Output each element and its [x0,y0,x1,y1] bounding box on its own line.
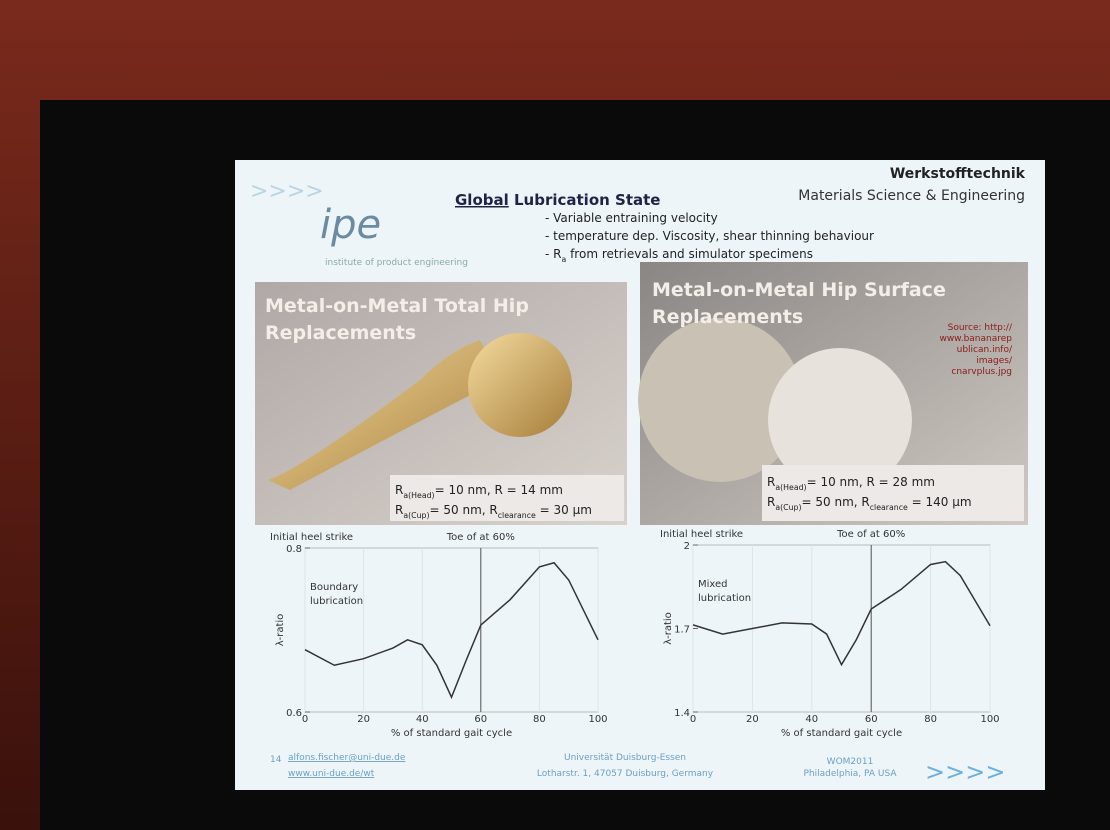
logo: ipe [320,202,381,248]
text-line: - Variable entraining velocity [545,211,718,225]
website[interactable]: www.uni-due.de/wt [288,769,375,779]
x-tick-label: 100 [588,714,607,725]
y-axis-label: λ-ratio [663,612,674,645]
x-tick-label: 20 [746,714,759,725]
text-part: - temperature dep. Viscosity, shear thin… [545,229,874,243]
image-source: ublican.info/ [957,345,1013,355]
university: Universität Duisburg-Essen [564,753,686,763]
department: Werkstofftechnik [890,166,1026,182]
annotation: Initial heel strike [660,529,743,540]
text-part: R [395,503,403,517]
image-source: www.bananarep [939,334,1012,344]
y-tick-label: 1.4 [674,708,690,719]
x-tick-label: 0 [302,714,308,725]
x-axis-label: % of standard gait cycle [781,728,902,739]
annotation: Toe of at 60% [836,529,905,540]
x-tick-label: 80 [924,714,937,725]
text-part: = 140 µm [908,495,972,509]
slide-title: Global Lubrication State [455,191,660,209]
subscript: a(Head) [775,483,806,492]
panel-title: Metal-on-Metal Hip Surface [652,279,946,301]
image-source: cnarvplus.jpg [951,367,1012,377]
x-tick-label: 0 [690,714,696,725]
image-source: images/ [976,356,1013,366]
panel-title: Replacements [652,306,803,328]
x-tick-label: 100 [980,714,999,725]
text-part: - Variable entraining velocity [545,211,718,225]
event-place: Philadelphia, PA USA [803,769,897,779]
x-tick-label: 40 [805,714,818,725]
text-line: - temperature dep. Viscosity, shear thin… [545,229,874,243]
annotation: Boundary [310,582,358,593]
annotation: lubrication [310,596,363,607]
y-tick-label: 0.8 [286,544,302,555]
text-part: = 30 µm [536,503,592,517]
x-tick-label: 60 [474,714,487,725]
text-part: R [395,483,403,497]
email[interactable]: alfons.fischer@uni-due.de [288,753,406,763]
page-number: 14 [270,755,282,765]
logo-tagline: institute of product engineering [325,258,468,268]
x-axis-label: % of standard gait cycle [391,728,512,739]
text-part: R [767,475,775,489]
panel-title: Replacements [265,322,416,344]
annotation: Toe of at 60% [446,532,515,543]
text-part: = 10 nm, R = 14 mm [435,483,563,497]
photo: >>>> ipe institute of product engineerin… [0,0,1110,830]
subtitle: Materials Science & Engineering [798,188,1025,204]
y-axis-label: λ-ratio [275,614,286,647]
subscript: a(Cup) [775,503,801,512]
panel-title: Metal-on-Metal Total Hip [265,295,529,317]
subscript: a(Head) [403,491,434,500]
annotation: Mixed [698,579,728,590]
logo-arrows: >>>> [250,179,324,204]
text-part: = 10 nm, R = 28 mm [807,475,935,489]
annotation: lubrication [698,593,751,604]
subscript: clearance [870,503,908,512]
x-tick-label: 80 [533,714,546,725]
text-part: = 50 nm, R [430,503,498,517]
y-tick-label: 1.7 [674,625,690,636]
image-source: Source: http:// [948,323,1013,333]
implant-head [468,333,572,437]
text-part: = 50 nm, R [802,495,870,509]
subscript: a(Cup) [403,511,429,520]
text-part: from retrievals and simulator specimens [566,247,813,261]
text-part: R [767,495,775,509]
annotation: Initial heel strike [270,532,353,543]
y-tick-label: 0.6 [286,708,302,719]
subscript: clearance [498,511,536,520]
event: WOM2011 [827,757,874,767]
text-part: - R [545,247,561,261]
footer-arrows: >>>> [925,758,1005,786]
x-tick-label: 40 [416,714,429,725]
spec-box [762,465,1024,521]
y-tick-label: 2 [684,541,690,552]
x-tick-label: 20 [357,714,370,725]
address: Lotharstr. 1, 47057 Duisburg, Germany [537,769,714,779]
x-tick-label: 60 [865,714,878,725]
